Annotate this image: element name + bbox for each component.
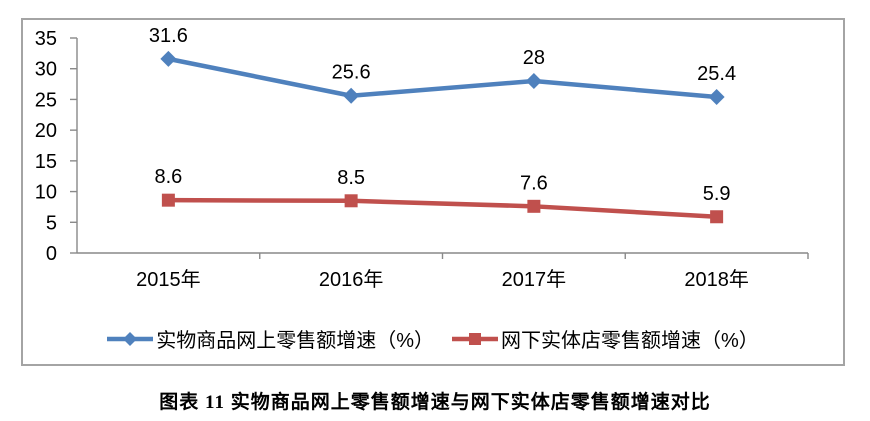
legend-label-2: 网下实体店零售额增速（%）	[501, 330, 759, 352]
diamond-marker	[525, 73, 542, 89]
data-label: 25.6	[332, 62, 371, 84]
y-tick-label: 10	[35, 182, 57, 204]
data-label: 31.6	[149, 25, 188, 47]
legend-diamond-icon	[107, 331, 154, 346]
square-marker	[527, 199, 541, 213]
y-tick-label: 20	[35, 120, 57, 142]
data-label: 25.4	[697, 63, 736, 85]
square-marker	[161, 193, 175, 207]
y-tick-label: 5	[46, 212, 57, 234]
x-category-label: 2015年	[136, 268, 201, 291]
data-label: 7.6	[520, 172, 548, 194]
legend-square-icon	[452, 332, 498, 345]
y-tick-label: 0	[46, 243, 57, 265]
legend-label-1: 实物商品网上零售额增速（%）	[156, 330, 434, 352]
y-tick-label: 25	[35, 89, 57, 111]
diamond-marker	[160, 50, 177, 67]
legend-item-2: 网下实体店零售额增速（%）	[452, 324, 759, 353]
line-chart: 0 5 10 15 20 25 30 35 2015年 2016年 2017年 2018年 31.6 25…	[35, 25, 809, 291]
x-category-label: 2018年	[684, 268, 749, 291]
square-marker	[710, 210, 724, 224]
y-tick-label: 30	[35, 59, 57, 81]
legend-item-1: 实物商品网上零售额增速（%）	[107, 324, 434, 353]
diamond-marker	[343, 87, 360, 104]
square-marker	[344, 194, 358, 208]
x-category-label: 2016年	[319, 268, 384, 291]
data-label: 5.9	[703, 183, 731, 205]
data-label: 28	[523, 47, 545, 69]
y-tick-label: 15	[35, 151, 57, 173]
series-line-1	[166, 56, 719, 100]
series-line-2	[166, 197, 719, 220]
y-tick-label: 35	[35, 28, 57, 50]
chart-frame: 0 5 10 15 20 25 30 35 2015年 2016年 2017年 2018年 31.6 25…	[21, 18, 845, 366]
diamond-marker	[708, 88, 725, 105]
data-label: 8.6	[154, 166, 182, 188]
figure-caption: 图表 11 实物商品网上零售额增速与网下实体店零售额增速对比	[159, 392, 711, 413]
x-category-label: 2017年	[502, 268, 567, 291]
chart-legend: 实物商品网上零售额增速（%） 网下实体店零售额增速（%）	[23, 324, 843, 353]
data-label: 8.5	[337, 167, 365, 189]
